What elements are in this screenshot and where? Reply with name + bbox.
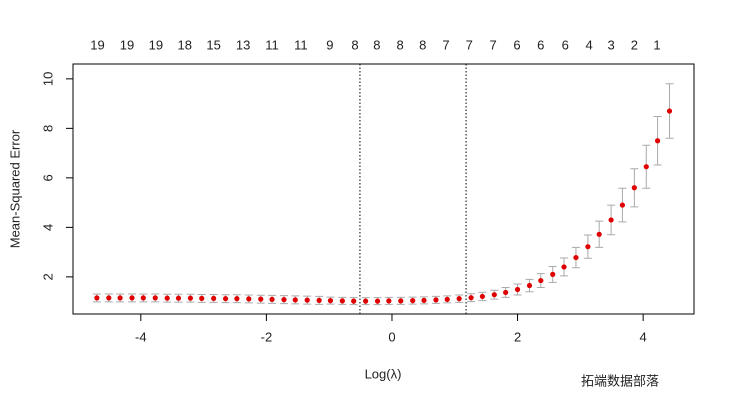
y-tick-label: 10: [40, 72, 55, 86]
point: [654, 138, 661, 144]
point: [327, 298, 334, 304]
point: [363, 298, 369, 304]
top-tick-label: 7: [442, 37, 449, 52]
top-tick-label: 7: [489, 37, 496, 52]
point: [351, 298, 357, 304]
top-tick-label: 19: [149, 37, 163, 52]
point: [292, 297, 298, 303]
point: [281, 297, 287, 303]
point: [514, 286, 521, 293]
point: [526, 282, 533, 289]
point: [573, 254, 579, 261]
y-tick-label: 6: [40, 174, 55, 181]
point: [211, 295, 217, 302]
point: [619, 202, 626, 208]
top-tick-label: 8: [351, 37, 358, 52]
point: [175, 295, 182, 301]
point: [468, 295, 474, 301]
point: [538, 277, 544, 284]
point: [444, 296, 450, 302]
top-tick-label: 1: [653, 37, 660, 52]
point: [491, 292, 497, 298]
top-tick-label: 6: [537, 37, 544, 52]
x-tick-label: -4: [135, 329, 147, 344]
top-tick-label: 19: [120, 37, 134, 52]
point: [479, 293, 485, 300]
x-tick-label: 2: [514, 329, 521, 344]
x-tick-label: 4: [640, 329, 647, 344]
point: [140, 295, 146, 301]
point: [421, 297, 427, 303]
point: [246, 296, 252, 302]
point: [398, 298, 404, 304]
top-tick-label: 19: [90, 37, 104, 52]
point: [433, 297, 439, 303]
point: [316, 297, 322, 303]
point: [258, 296, 264, 302]
top-tick-label: 9: [326, 37, 333, 52]
point: [106, 295, 112, 301]
point: [550, 271, 556, 277]
point: [187, 295, 194, 301]
y-axis-label: Mean-Squared Error: [7, 129, 22, 248]
point: [410, 298, 416, 304]
point: [94, 295, 100, 301]
top-tick-label: 3: [607, 37, 614, 52]
point: [117, 295, 123, 301]
point: [456, 296, 462, 302]
point: [339, 298, 345, 304]
point: [222, 296, 229, 302]
top-tick-label: 13: [236, 37, 250, 52]
top-tick-label: 18: [178, 37, 192, 52]
point: [152, 295, 158, 301]
x-axis-label: Log(λ): [365, 366, 402, 381]
top-tick-label: 15: [206, 37, 220, 52]
point: [386, 298, 392, 304]
top-tick-label: 8: [373, 37, 380, 52]
point: [304, 297, 310, 303]
point: [129, 295, 135, 301]
point: [608, 217, 614, 223]
point: [269, 296, 275, 302]
y-tick-label: 8: [40, 125, 55, 132]
top-tick-label: 2: [631, 37, 638, 52]
top-tick-label: 4: [586, 37, 593, 52]
x-tick-label: -2: [261, 329, 273, 344]
y-tick-label: 2: [40, 273, 55, 280]
plot-frame: [72, 63, 695, 315]
top-tick-label: 7: [466, 37, 473, 52]
top-tick-label: 8: [419, 37, 426, 52]
top-tick-label: 8: [397, 37, 404, 52]
x-tick-label: 0: [388, 329, 395, 344]
point: [503, 289, 509, 296]
top-tick-label: 11: [294, 37, 308, 52]
top-tick-label: 6: [513, 37, 520, 52]
point: [164, 295, 170, 301]
point: [234, 296, 240, 302]
point: [631, 185, 637, 191]
point: [585, 244, 591, 250]
point: [596, 231, 602, 237]
y-tick-label: 4: [40, 224, 55, 231]
top-tick-label: 11: [265, 37, 279, 52]
point: [374, 298, 381, 304]
point: [643, 164, 649, 170]
point: [561, 264, 567, 270]
watermark: 拓端数据部落: [581, 373, 659, 388]
point: [199, 295, 205, 302]
top-tick-label: 6: [562, 37, 569, 52]
point: [666, 108, 673, 114]
